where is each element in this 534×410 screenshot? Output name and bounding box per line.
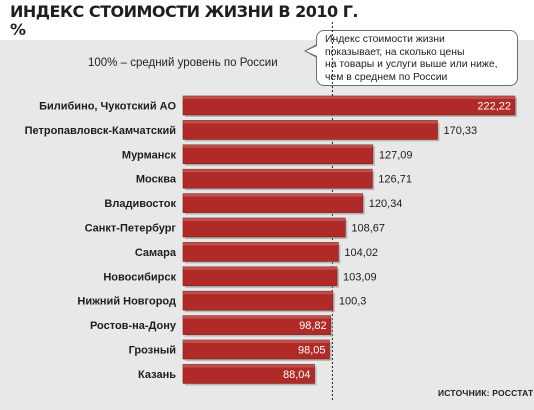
category-label: Санкт-Петербург [85,223,177,235]
category-label: Билибино, Чукотский АО [39,101,176,113]
value-label: 222,22 [477,101,511,113]
callout-tail-inner [306,46,317,56]
value-label: 88,04 [283,369,311,381]
bar [182,315,331,335]
reference-note: 100% – средний уровень по России [88,57,278,69]
category-label: Ростов-на-Дону [90,320,177,332]
value-label: 120,34 [369,198,403,210]
bar [182,168,373,189]
callout-line: чем в среднем по России [325,71,448,83]
bar-highlight [183,193,363,197]
bar [182,290,334,311]
category-label: Нижний Новгород [77,296,176,308]
category-label: Грозный [129,345,176,357]
bar-highlight [183,144,373,148]
bar-highlight [183,340,330,343]
category-label: Москва [136,174,177,186]
value-label: 100,3 [339,296,367,308]
unit-label: % [10,20,27,39]
bar [182,193,364,213]
bar-highlight [183,169,373,173]
bar-highlight [183,266,338,270]
category-label: Самара [135,247,177,259]
value-label: 127,09 [379,149,413,161]
category-label: Мурманск [122,149,177,161]
bar [182,217,346,238]
bar-highlight [183,315,331,319]
value-label: 108,67 [351,223,385,235]
category-label: Новосибирск [103,271,176,283]
bar [182,266,338,287]
value-label: 104,02 [344,247,378,259]
bar [182,242,339,262]
bar-highlight [183,242,339,246]
value-label: 103,09 [343,271,377,283]
value-label: 170,33 [443,125,477,137]
bar-highlight [183,291,333,295]
callout-box: Индекс стоимости жизни показывает, на ск… [316,30,518,86]
category-label: Казань [138,369,176,381]
callout-line: Индекс стоимости жизни [325,34,445,45]
category-label: Владивосток [104,198,176,210]
bar [182,144,374,165]
bar [182,120,438,140]
value-label: 98,05 [298,345,326,357]
chart-title: ИНДЕКС СТОИМОСТИ ЖИЗНИ В 2010 Г. [10,2,358,21]
bar-highlight [183,364,315,368]
bar [182,364,315,384]
bar-highlight [183,218,346,221]
bar-highlight [183,120,438,124]
source-label: ИСТОЧНИК: РОССТАТ [438,388,534,398]
bar [182,95,516,116]
callout-line: на товары и услуги выше или ниже, [325,59,498,70]
value-label: 126,71 [378,174,412,186]
bar-highlight [183,96,515,99]
bar [182,339,330,360]
callout-line: показывает, на сколько цены [325,46,465,58]
category-label: Петропавловск-Камчатский [25,125,176,137]
value-label: 98,82 [299,320,327,332]
